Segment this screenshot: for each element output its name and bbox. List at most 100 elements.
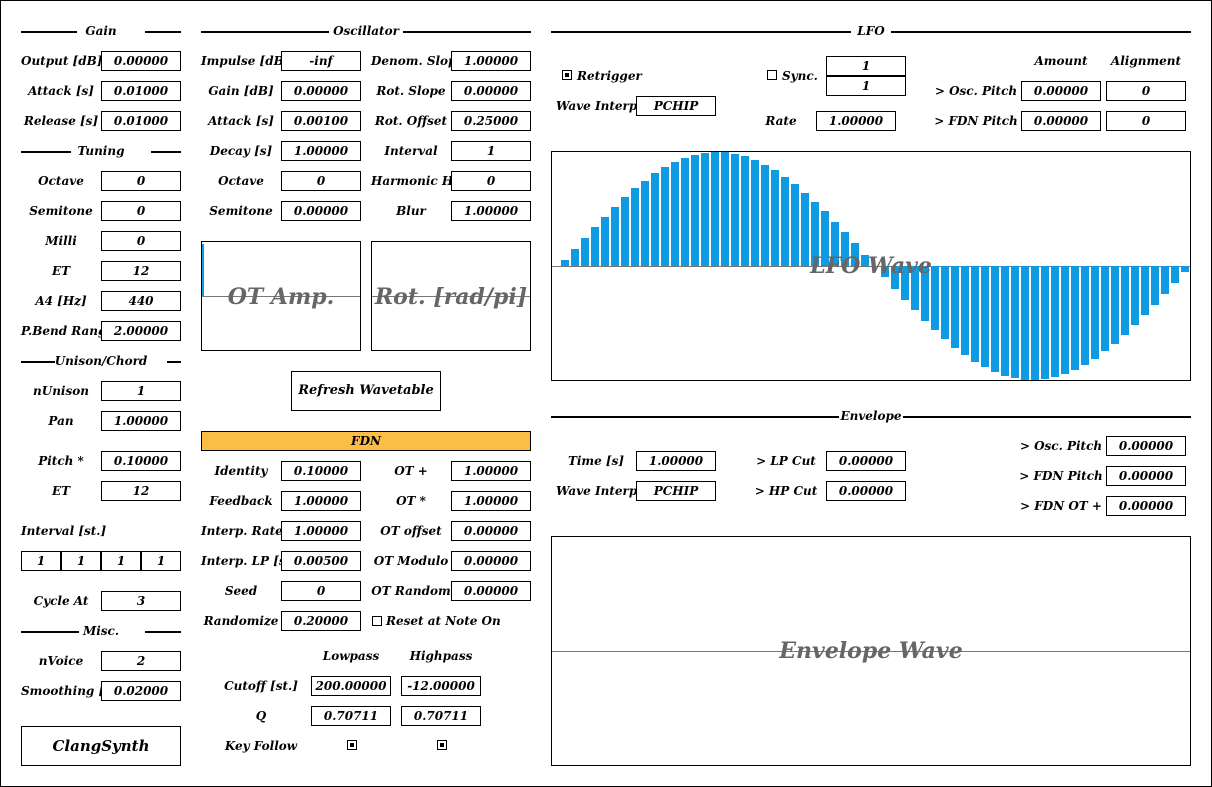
feedback-label: Feedback [209, 494, 273, 508]
env-wave-interp-select[interactable]: PCHIP [636, 481, 716, 501]
osc-attack-field[interactable]: 0.00100 [281, 111, 361, 131]
tuning-et-field[interactable]: 12 [101, 261, 181, 281]
interval-field-2[interactable]: 1 [61, 551, 101, 571]
smoothing-field[interactable]: 0.02000 [101, 681, 181, 701]
env-fdn-ot-label: > FDN OT + [1020, 499, 1102, 513]
osc-semitone-field[interactable]: 0.00000 [281, 201, 361, 221]
rotation-plot[interactable]: Rot. [rad/pi] [371, 241, 531, 351]
lfo-wave-bar [711, 152, 719, 266]
tuning-pbend-field[interactable]: 2.00000 [101, 321, 181, 341]
env-fdn-ot-field[interactable]: 0.00000 [1106, 496, 1186, 516]
lfo-wave-bar [1091, 266, 1099, 359]
sync-denominator-field[interactable]: 1 [826, 76, 906, 96]
rate-field[interactable]: 1.00000 [816, 111, 896, 131]
tuning-et-label: ET [51, 264, 71, 278]
lfo-wave-bar [881, 266, 889, 277]
blur-field[interactable]: 1.00000 [451, 201, 531, 221]
env-osc-pitch-field[interactable]: 0.00000 [1106, 436, 1186, 456]
ot-mul-field[interactable]: 1.00000 [451, 491, 531, 511]
section-misc-header: Misc. [21, 623, 181, 639]
lfo-wave-bar [721, 152, 729, 266]
lfo-wave-bar [661, 167, 669, 266]
unison-et-field[interactable]: 12 [101, 481, 181, 501]
identity-field[interactable]: 0.10000 [281, 461, 361, 481]
q-lp-field[interactable]: 0.70711 [311, 706, 391, 726]
lfo-wave-plot[interactable]: LFO Wave [551, 151, 1191, 381]
impulse-field[interactable]: -inf [281, 51, 361, 71]
sync-checkbox[interactable] [767, 70, 777, 80]
cutoff-lp-field[interactable]: 200.00000 [311, 676, 391, 696]
unison-pitch-label: Pitch * [38, 454, 84, 468]
attack-field[interactable]: 0.01000 [101, 81, 181, 101]
section-tuning-header: Tuning [21, 143, 181, 159]
env-time-field[interactable]: 1.00000 [636, 451, 716, 471]
interp-lp-field[interactable]: 0.00500 [281, 551, 361, 571]
tuning-semitone-field[interactable]: 0 [101, 201, 181, 221]
reset-note-on-checkbox[interactable] [372, 616, 382, 626]
lfo-wave-bar [1071, 266, 1079, 370]
rot-offset-field[interactable]: 0.25000 [451, 111, 531, 131]
randomize-field[interactable]: 0.20000 [281, 611, 361, 631]
nunison-field[interactable]: 1 [101, 381, 181, 401]
ot-modulo-field[interactable]: 0.00000 [451, 551, 531, 571]
lfo-wave-bar [931, 266, 939, 330]
env-osc-pitch-label: > Osc. Pitch [1019, 439, 1103, 453]
ot-offset-field[interactable]: 0.00000 [451, 521, 531, 541]
retrigger-checkbox[interactable] [562, 70, 572, 80]
amount-label: Amount [1034, 54, 1088, 68]
key-follow-hp-checkbox[interactable] [437, 740, 447, 750]
ot-random-field[interactable]: 0.00000 [451, 581, 531, 601]
lfo-wave-interp-label: Wave Interp. [556, 99, 642, 113]
rot-slope-field[interactable]: 0.00000 [451, 81, 531, 101]
lfo-wave-bar [901, 266, 909, 300]
lfo-osc-pitch-align-field[interactable]: 0 [1106, 81, 1186, 101]
release-field[interactable]: 0.01000 [101, 111, 181, 131]
envelope-wave-plot[interactable]: Envelope Wave [551, 536, 1191, 766]
ot-plus-field[interactable]: 1.00000 [451, 461, 531, 481]
feedback-field[interactable]: 1.00000 [281, 491, 361, 511]
interval-field-4[interactable]: 1 [141, 551, 181, 571]
lfo-wave-bar [1151, 266, 1159, 305]
seed-field[interactable]: 0 [281, 581, 361, 601]
interval-osc-field[interactable]: 1 [451, 141, 531, 161]
harmonic-hp-field[interactable]: 0 [451, 171, 531, 191]
q-hp-field[interactable]: 0.70711 [401, 706, 481, 726]
osc-decay-field[interactable]: 1.00000 [281, 141, 361, 161]
refresh-wavetable-button[interactable]: Refresh Wavetable [291, 371, 441, 411]
lfo-wave-bar [1101, 266, 1109, 351]
osc-octave-field[interactable]: 0 [281, 171, 361, 191]
nvoice-field[interactable]: 2 [101, 651, 181, 671]
tuning-octave-field[interactable]: 0 [101, 171, 181, 191]
cutoff-label: Cutoff [st.] [224, 679, 298, 693]
ot-amp-plot[interactable]: OT Amp. [201, 241, 361, 351]
lfo-wave-bar [1031, 266, 1039, 380]
lfo-fdn-pitch-align-field[interactable]: 0 [1106, 111, 1186, 131]
cutoff-hp-field[interactable]: -12.00000 [401, 676, 481, 696]
tuning-a4-field[interactable]: 440 [101, 291, 181, 311]
key-follow-lp-checkbox[interactable] [347, 740, 357, 750]
env-fdn-pitch-field[interactable]: 0.00000 [1106, 466, 1186, 486]
lfo-osc-pitch-amount-field[interactable]: 0.00000 [1021, 81, 1101, 101]
denom-slope-field[interactable]: 1.00000 [451, 51, 531, 71]
cycle-at-field[interactable]: 3 [101, 591, 181, 611]
section-lfo-title: LFO [857, 24, 885, 38]
lfo-wave-bar [991, 266, 999, 372]
lfo-wave-interp-select[interactable]: PCHIP [636, 96, 716, 116]
tuning-milli-field[interactable]: 0 [101, 231, 181, 251]
interval-field-3[interactable]: 1 [101, 551, 141, 571]
env-lp-cut-field[interactable]: 0.00000 [826, 451, 906, 471]
section-envelope-title: Envelope [840, 409, 902, 423]
interp-rate-field[interactable]: 1.00000 [281, 521, 361, 541]
lfo-wave-bar [921, 266, 929, 321]
output-field[interactable]: 0.00000 [101, 51, 181, 71]
pan-field[interactable]: 1.00000 [101, 411, 181, 431]
sync-numerator-field[interactable]: 1 [826, 56, 906, 76]
lfo-wave-bar [561, 260, 569, 266]
osc-gain-field[interactable]: 0.00000 [281, 81, 361, 101]
lfo-fdn-pitch-amount-field[interactable]: 0.00000 [1021, 111, 1101, 131]
env-hp-cut-field[interactable]: 0.00000 [826, 481, 906, 501]
interval-field-1[interactable]: 1 [21, 551, 61, 571]
unison-pitch-field[interactable]: 0.10000 [101, 451, 181, 471]
lfo-wave-bar [1141, 266, 1149, 315]
impulse-label: Impulse [dB] [201, 54, 290, 68]
